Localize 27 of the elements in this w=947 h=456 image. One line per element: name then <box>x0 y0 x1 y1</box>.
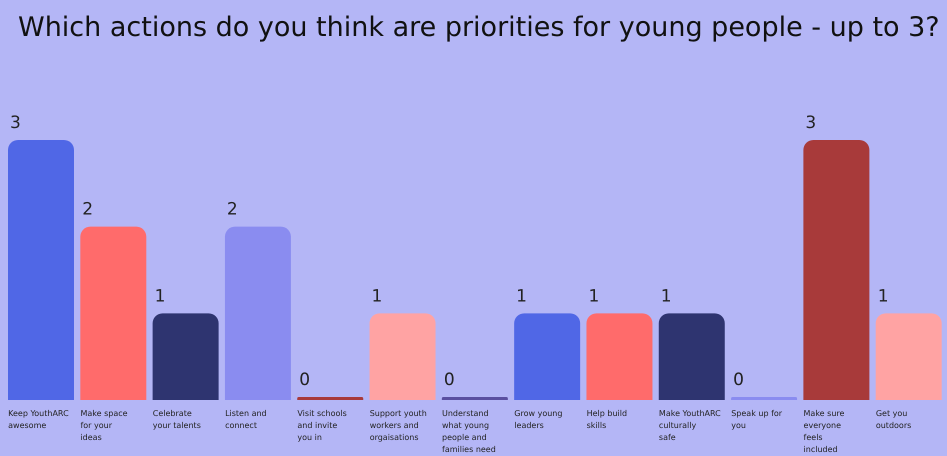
x-tick-label: Help build skills <box>586 409 628 430</box>
x-tick-label: Speak up for you <box>731 409 783 430</box>
x-tick-label: Support youth workers and orgaisations <box>370 409 427 442</box>
data-label: 3 <box>805 113 816 133</box>
x-tick-label: Make YouthARC culturally safe <box>658 409 722 442</box>
data-label: 2 <box>226 200 238 220</box>
x-tick-label: Grow young leaders <box>514 409 562 430</box>
data-label: 1 <box>372 286 382 306</box>
x-tick-label: Make sure everyone feels included <box>804 409 845 454</box>
x-tick-label: Visit schools and invite you in <box>297 409 347 442</box>
data-label: 3 <box>10 113 21 133</box>
data-label: 0 <box>444 370 455 390</box>
x-tick-label: Understand what young people and families need <box>442 409 496 454</box>
data-label: 0 <box>733 370 744 390</box>
data-label: 2 <box>82 200 94 220</box>
x-tick-label: Get you outdoors <box>876 409 912 430</box>
data-label: 1 <box>154 286 166 306</box>
data-label: 1 <box>878 286 889 306</box>
x-tick-label: Celebrate your talents <box>152 409 201 430</box>
data-label: 0 <box>299 370 310 390</box>
chart-title: Which actions do you think are priorities for young people - up to 3? <box>18 12 940 43</box>
data-label: 1 <box>516 286 527 306</box>
x-tick-label: Make space for your ideas <box>80 409 128 442</box>
x-tick-label: Keep YouthARC awesome <box>8 409 70 430</box>
data-label: 1 <box>588 286 600 306</box>
data-label: 1 <box>660 286 672 306</box>
x-tick-label: Listen and connect <box>225 409 267 430</box>
